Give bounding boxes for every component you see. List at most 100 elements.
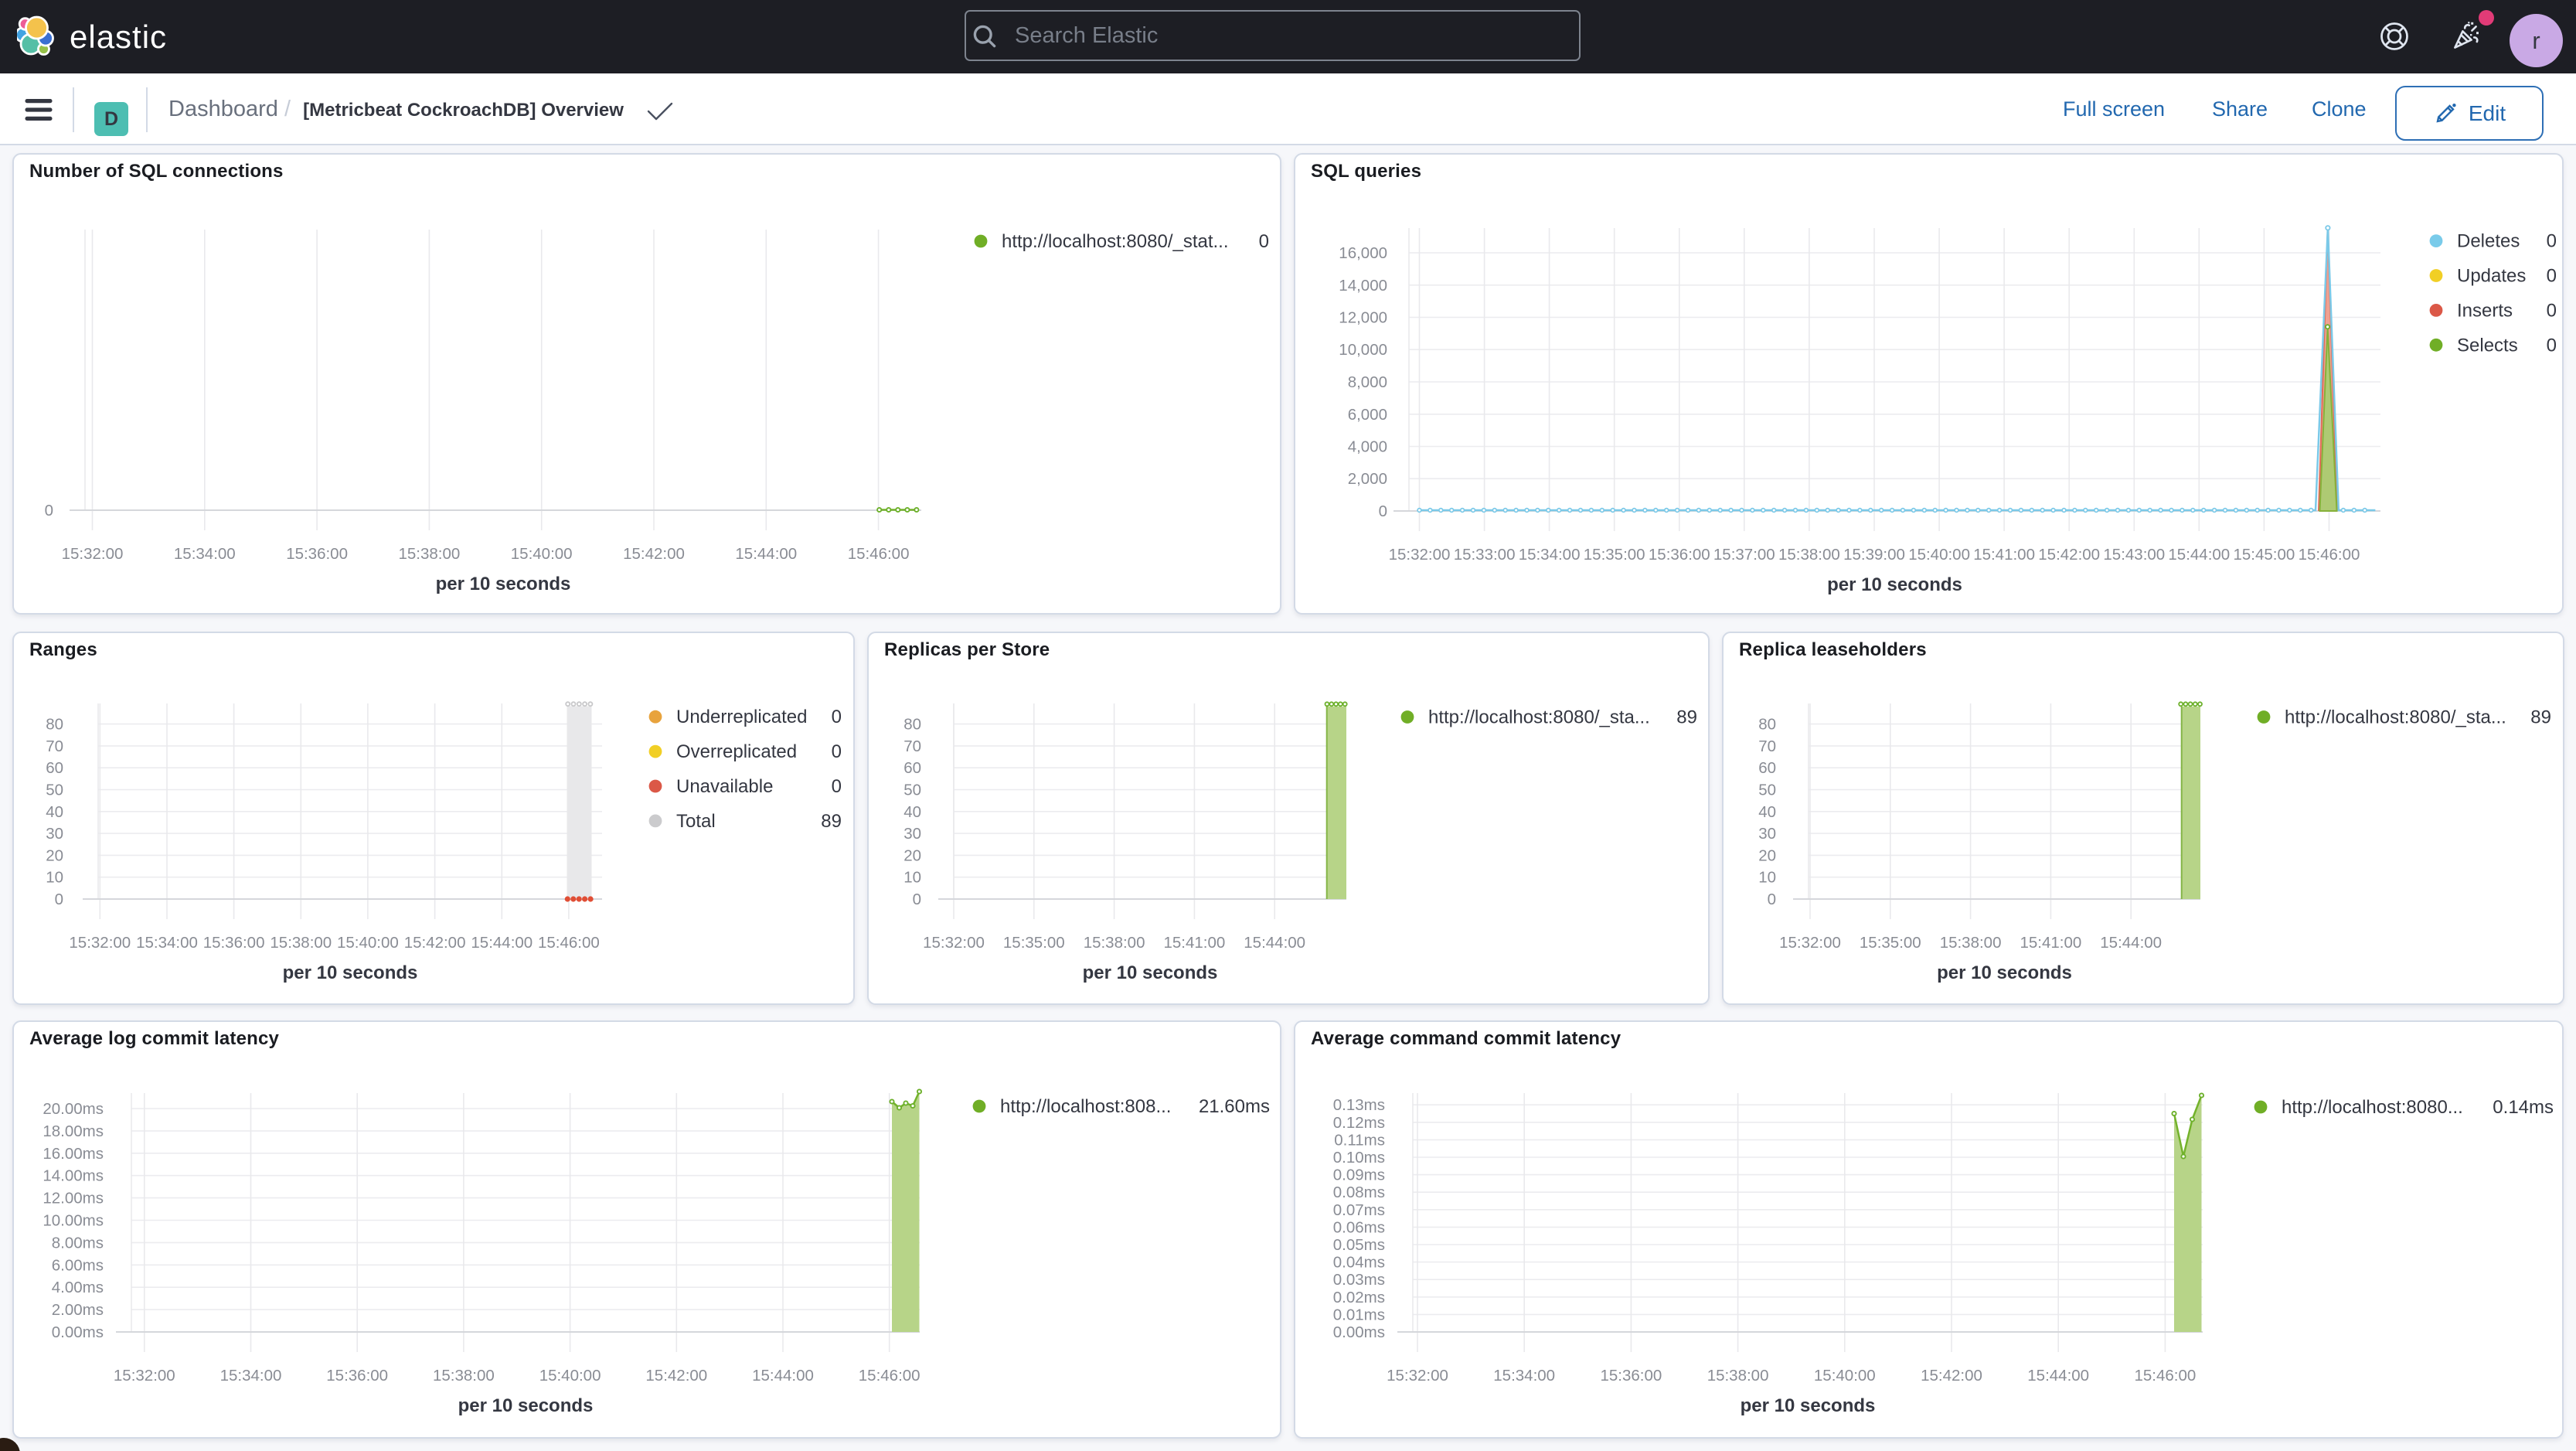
svg-text:0.13ms: 0.13ms (1333, 1096, 1385, 1114)
svg-text:15:40:00: 15:40:00 (1814, 1367, 1876, 1385)
svg-text:0.00ms: 0.00ms (52, 1323, 104, 1341)
svg-text:16.00ms: 16.00ms (43, 1145, 104, 1163)
svg-text:15:42:00: 15:42:00 (2038, 546, 2100, 564)
svg-text:15:46:00: 15:46:00 (859, 1367, 920, 1385)
svg-text:15:35:00: 15:35:00 (1003, 934, 1065, 952)
svg-text:12,000: 12,000 (1339, 309, 1387, 327)
svg-text:20: 20 (1758, 846, 1776, 864)
svg-text:21.60ms: 21.60ms (1199, 1096, 1270, 1117)
svg-text:0: 0 (1259, 231, 1269, 252)
svg-text:Selects: Selects (2457, 335, 2518, 356)
svg-text:70: 70 (1758, 737, 1776, 755)
svg-text:15:38:00: 15:38:00 (1707, 1367, 1769, 1385)
svg-text:89: 89 (821, 811, 842, 832)
svg-text:20.00ms: 20.00ms (43, 1100, 104, 1118)
svg-text:15:36:00: 15:36:00 (286, 545, 348, 563)
svg-text:per 10 seconds: per 10 seconds (436, 574, 571, 594)
svg-text:0: 0 (2547, 335, 2557, 356)
svg-text:2.00ms: 2.00ms (52, 1301, 104, 1319)
svg-text:15:40:00: 15:40:00 (1908, 546, 1970, 564)
svg-text:40: 40 (903, 803, 921, 821)
svg-text:http://localhost:8080...: http://localhost:8080... (2282, 1097, 2463, 1118)
svg-text:15:34:00: 15:34:00 (136, 934, 198, 952)
svg-text:15:38:00: 15:38:00 (433, 1367, 495, 1385)
svg-text:Inserts: Inserts (2457, 300, 2513, 321)
svg-text:15:37:00: 15:37:00 (1713, 546, 1775, 564)
svg-text:10: 10 (46, 869, 63, 887)
svg-text:0: 0 (55, 891, 63, 908)
svg-text:per 10 seconds: per 10 seconds (1827, 574, 1962, 595)
svg-text:per 10 seconds: per 10 seconds (1937, 962, 2072, 983)
svg-text:Deletes: Deletes (2457, 231, 2520, 252)
svg-text:per 10 seconds: per 10 seconds (1083, 962, 1218, 983)
svg-text:15:46:00: 15:46:00 (2299, 546, 2360, 564)
svg-text:0: 0 (832, 741, 842, 762)
svg-text:15:46:00: 15:46:00 (2134, 1367, 2196, 1385)
svg-text:15:41:00: 15:41:00 (1973, 546, 2035, 564)
svg-text:15:44:00: 15:44:00 (2100, 934, 2162, 952)
svg-text:0.12ms: 0.12ms (1333, 1114, 1385, 1132)
svg-text:15:35:00: 15:35:00 (1860, 934, 1921, 952)
svg-text:15:33:00: 15:33:00 (1454, 546, 1516, 564)
svg-text:80: 80 (46, 716, 63, 734)
svg-text:60: 60 (46, 759, 63, 777)
svg-text:15:44:00: 15:44:00 (752, 1367, 814, 1385)
svg-text:per 10 seconds: per 10 seconds (458, 1395, 594, 1416)
svg-text:0: 0 (2547, 300, 2557, 321)
svg-text:15:43:00: 15:43:00 (2103, 546, 2165, 564)
svg-text:10,000: 10,000 (1339, 341, 1387, 359)
svg-text:4,000: 4,000 (1348, 438, 1387, 456)
svg-text:15:44:00: 15:44:00 (735, 545, 797, 563)
svg-text:0.03ms: 0.03ms (1333, 1271, 1385, 1289)
svg-text:Underreplicated: Underreplicated (676, 707, 807, 727)
svg-text:15:34:00: 15:34:00 (174, 545, 236, 563)
svg-text:12.00ms: 12.00ms (43, 1190, 104, 1207)
svg-text:15:40:00: 15:40:00 (539, 1367, 601, 1385)
svg-text:15:32:00: 15:32:00 (1779, 934, 1841, 952)
svg-text:15:32:00: 15:32:00 (1389, 546, 1451, 564)
svg-text:15:35:00: 15:35:00 (1584, 546, 1645, 564)
svg-text:0.01ms: 0.01ms (1333, 1306, 1385, 1323)
svg-text:0: 0 (832, 707, 842, 727)
svg-text:10: 10 (903, 869, 921, 887)
svg-text:15:42:00: 15:42:00 (645, 1367, 707, 1385)
svg-text:0: 0 (1379, 502, 1387, 520)
svg-text:0.14ms: 0.14ms (2493, 1097, 2554, 1118)
svg-text:0: 0 (913, 891, 921, 908)
svg-text:15:38:00: 15:38:00 (398, 545, 460, 563)
svg-text:60: 60 (1758, 759, 1776, 777)
svg-text:15:36:00: 15:36:00 (203, 934, 265, 952)
svg-text:30: 30 (46, 825, 63, 843)
svg-text:http://localhost:8080/_sta...: http://localhost:8080/_sta... (1428, 707, 1650, 728)
svg-text:Updates: Updates (2457, 266, 2526, 287)
svg-text:http://localhost:808...: http://localhost:808... (1000, 1096, 1171, 1117)
svg-text:per 10 seconds: per 10 seconds (1741, 1395, 1876, 1416)
svg-text:14,000: 14,000 (1339, 277, 1387, 295)
svg-text:0: 0 (2547, 231, 2557, 252)
svg-text:50: 50 (903, 782, 921, 799)
svg-text:0.04ms: 0.04ms (1333, 1254, 1385, 1272)
svg-text:0.05ms: 0.05ms (1333, 1236, 1385, 1254)
svg-text:0.10ms: 0.10ms (1333, 1149, 1385, 1167)
svg-text:15:34:00: 15:34:00 (1493, 1367, 1555, 1385)
svg-text:20: 20 (903, 846, 921, 864)
svg-text:15:45:00: 15:45:00 (2233, 546, 2295, 564)
svg-text:15:41:00: 15:41:00 (2020, 934, 2081, 952)
svg-text:2,000: 2,000 (1348, 470, 1387, 488)
svg-text:16,000: 16,000 (1339, 244, 1387, 262)
svg-text:0.11ms: 0.11ms (1334, 1131, 1385, 1149)
svg-text:6,000: 6,000 (1348, 406, 1387, 424)
svg-text:http://localhost:8080/_sta...: http://localhost:8080/_sta... (2285, 707, 2506, 728)
svg-text:15:32:00: 15:32:00 (69, 934, 131, 952)
svg-text:50: 50 (46, 782, 63, 799)
svg-text:40: 40 (46, 803, 63, 821)
svg-text:20: 20 (46, 846, 63, 864)
svg-text:15:44:00: 15:44:00 (2027, 1367, 2089, 1385)
svg-text:15:44:00: 15:44:00 (2168, 546, 2230, 564)
svg-text:http://localhost:8080/_stat...: http://localhost:8080/_stat... (1002, 231, 1229, 252)
svg-text:15:34:00: 15:34:00 (220, 1367, 282, 1385)
svg-text:15:41:00: 15:41:00 (1163, 934, 1225, 952)
svg-text:30: 30 (903, 825, 921, 843)
svg-text:40: 40 (1758, 803, 1776, 821)
svg-text:15:32:00: 15:32:00 (114, 1367, 175, 1385)
